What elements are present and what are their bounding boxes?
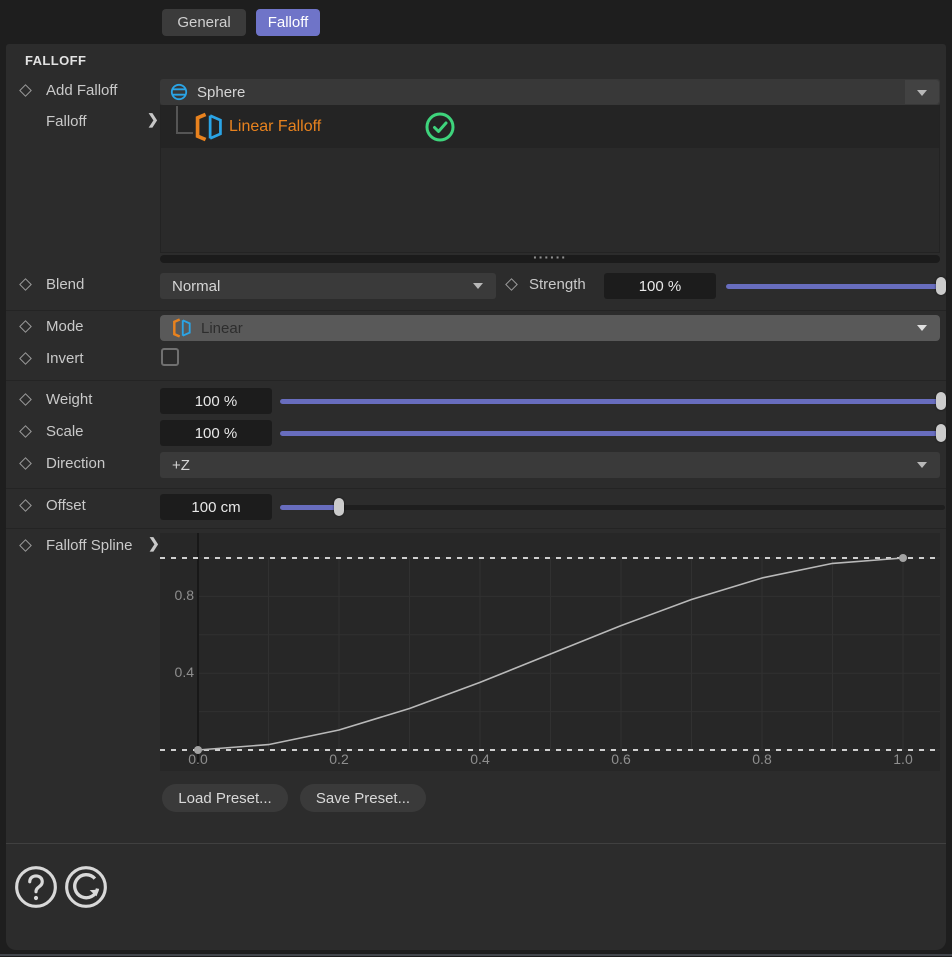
scale-field[interactable]: 100 % [160,420,272,446]
object-selector-arrow-button[interactable] [905,80,939,104]
weight-label: Weight [46,391,93,408]
falloff-label: Falloff [46,113,87,130]
offset-label: Offset [46,497,86,514]
object-selector-value: Sphere [197,83,246,101]
direction-value: +Z [172,456,190,474]
slider-fill [280,505,344,510]
y-tick-label: 0.4 [174,664,194,681]
tree-row[interactable]: Linear Falloff [161,105,939,148]
x-tick-label: 0.0 [188,751,208,767]
x-tick-label: 0.8 [752,751,772,767]
blend-dropdown[interactable]: Normal [160,273,496,299]
blend-value: Normal [172,277,221,295]
linear-falloff-icon [195,112,222,142]
x-tick-label: 0.4 [470,751,490,767]
tree-item-label: Linear Falloff [229,118,322,135]
section-title: FALLOFF [25,53,87,68]
strength-slider[interactable] [726,273,946,299]
add-falloff-label: Add Falloff [46,82,118,99]
direction-label: Direction [46,455,106,472]
slider-handle[interactable] [936,424,946,442]
splitter-handle[interactable]: ······ [533,249,567,265]
y-tick-label: 0.8 [174,587,194,604]
mode-dropdown[interactable]: Linear [160,315,940,341]
window-bottom-edge [0,954,952,956]
strength-label: Strength [529,276,586,293]
chevron-down-icon [917,325,927,331]
mode-label: Mode [46,318,84,335]
x-tick-label: 0.2 [329,751,349,767]
chevron-right-icon[interactable]: ❯ [147,111,159,127]
offset-slider[interactable] [280,494,945,520]
check-circle-icon[interactable] [424,111,456,143]
blend-label: Blend [46,276,85,293]
help-icon[interactable] [13,864,59,910]
object-selector-dropdown[interactable]: Sphere [160,79,940,105]
horizontal-scrollbar[interactable] [160,255,940,263]
chevron-down-icon [917,90,927,96]
sphere-icon [170,83,188,101]
slider-handle[interactable] [334,498,345,516]
load-preset-button[interactable]: Load Preset... [162,784,288,812]
x-tick-label: 0.6 [611,751,631,767]
tab-falloff[interactable]: Falloff [256,9,320,36]
tree-branch-line [176,106,193,134]
spline-curve-canvas [160,533,940,765]
falloff-spline-label: Falloff Spline [46,537,133,554]
falloff-spline-graph[interactable]: 0.0 0.2 0.4 0.6 0.8 1.0 0.8 0.4 [160,533,940,771]
mode-value: Linear [201,319,243,337]
chevron-down-icon [917,462,927,468]
slider-track [280,505,945,510]
reset-undo-icon[interactable] [63,864,109,910]
save-preset-button[interactable]: Save Preset... [300,784,426,812]
weight-field[interactable]: 100 % [160,388,272,414]
strength-field[interactable]: 100 % [604,273,716,299]
invert-label: Invert [46,350,84,367]
scale-slider[interactable] [280,420,946,446]
offset-field[interactable]: 100 cm [160,494,272,520]
tab-general[interactable]: General [162,9,246,36]
slider-fill [280,431,945,436]
scale-label: Scale [46,423,84,440]
chevron-down-icon [473,283,483,289]
weight-slider[interactable] [280,388,946,414]
linear-falloff-icon [173,318,191,338]
slider-fill [726,284,945,289]
x-tick-label: 1.0 [893,751,913,767]
slider-fill [280,399,945,404]
invert-checkbox[interactable] [161,348,179,366]
slider-handle[interactable] [936,392,946,410]
chevron-right-icon[interactable]: ❯ [148,535,160,551]
direction-dropdown[interactable]: +Z [160,452,940,478]
slider-handle[interactable] [936,277,946,295]
falloff-tree-panel[interactable]: Linear Falloff [160,105,940,253]
